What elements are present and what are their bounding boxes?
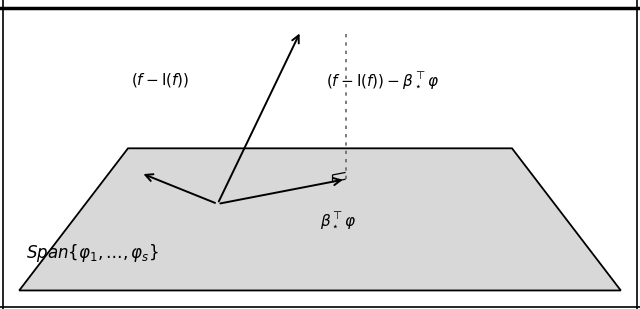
Text: $\mathit{Span}\{\varphi_1, \ldots, \varphi_s\}$: $\mathit{Span}\{\varphi_1, \ldots, \varp… xyxy=(26,242,159,265)
Text: $\beta_\star^\top \varphi$: $\beta_\star^\top \varphi$ xyxy=(320,210,356,230)
Text: $(f - \mathrm{I}(f)) - \beta_\star^\top \varphi$: $(f - \mathrm{I}(f)) - \beta_\star^\top … xyxy=(326,70,440,90)
Text: $(f - \mathrm{I}(f))$: $(f - \mathrm{I}(f))$ xyxy=(131,71,189,89)
Polygon shape xyxy=(19,148,621,290)
